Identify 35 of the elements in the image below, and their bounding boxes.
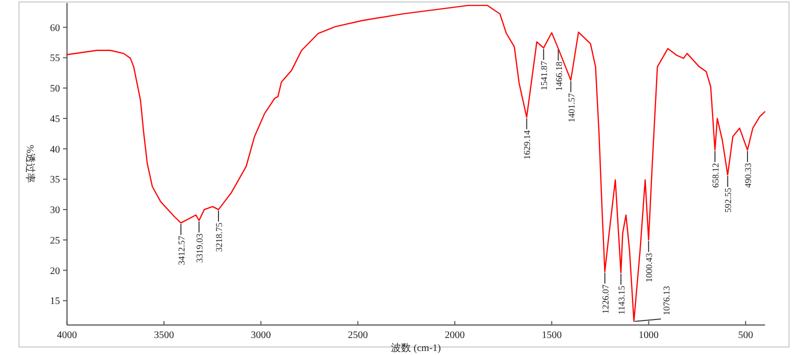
x-tick-label: 4000 [57,330,77,341]
x-tick-label: 1000 [638,330,659,341]
y-axis-title: %透过率 [24,144,36,184]
annotation: 3218.75 [214,222,224,252]
y-tick-label: 15 [50,296,60,308]
y-tick-label: 45 [50,114,60,125]
line-series [66,4,766,322]
x-tick-label: 500 [738,330,754,341]
annotation: 3412.57 [176,236,186,266]
y-tick-label: 40 [50,144,60,156]
annotation: 1401.57 [566,93,576,122]
y-tick-label: 35 [50,174,60,186]
annotation: 490.33 [742,163,753,188]
annotation: 658.12 [710,163,720,188]
annotation: 3319.03 [194,234,205,263]
y-tick-label: 50 [50,84,60,95]
x-tick-label: 1500 [542,330,562,341]
y-tick-label: 55 [50,53,60,64]
annotation: 1541.87 [539,60,550,90]
x-tick-label: 3000 [250,330,271,341]
annotation: 592.55 [723,188,734,213]
x-tick-label: 2000 [444,330,465,341]
annotation: 1466.18 [554,62,564,91]
x-tick-label: 3500 [154,330,174,341]
annotation: 1226.07 [600,284,610,314]
annotation: 1076.13 [661,286,672,316]
y-tick-label: 25 [50,235,60,246]
annotation: 1629.14 [522,130,532,160]
annotation: 1143.15 [616,286,626,315]
y-tick-label: 60 [50,22,60,34]
y-tick-label: 20 [50,266,60,277]
annotation: 1000.43 [644,252,654,282]
x-axis-title: 波数 (cm-1) [391,342,441,354]
y-tick-label: 30 [50,205,60,216]
x-tick-label: 2500 [348,330,368,341]
